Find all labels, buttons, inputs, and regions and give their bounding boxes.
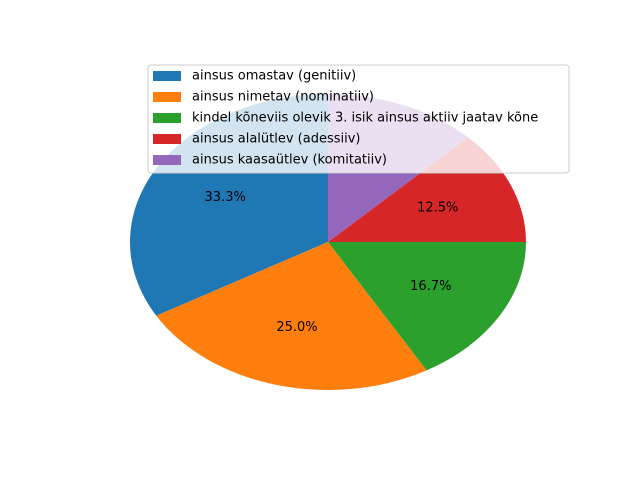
- legend-entry-label: ainsus nimetav (nominatiiv): [192, 90, 374, 105]
- legend-swatch-3: [153, 134, 181, 144]
- legend-swatch-1: [153, 92, 181, 102]
- legend: ainsus omastav (genitiiv) ainsus nimetav …: [147, 64, 570, 174]
- pie-slice-percent-label: 12.5%: [417, 201, 458, 216]
- percent-labels-layer: 33.3% 25.0% 16.7% 12.5%: [205, 190, 459, 335]
- legend-entry-label: kindel kõneviis olevik 3. isik ainsus ak…: [192, 111, 538, 126]
- legend-entry-label: ainsus kaasaütlev (komitatiiv): [192, 153, 387, 168]
- pie-slice-percent-label: 16.7%: [410, 279, 451, 294]
- pie-slice-1: [156, 242, 427, 390]
- legend-frame: [147, 64, 570, 174]
- legend-swatch-0: [153, 71, 181, 81]
- legend-swatch-2: [153, 113, 181, 123]
- pie-slice-percent-label: 25.0%: [276, 320, 317, 335]
- pie-slice-2: [328, 242, 526, 371]
- legend-swatch-4: [153, 155, 181, 165]
- legend-entry-label: ainsus omastav (genitiiv): [192, 69, 356, 84]
- pie-slice-percent-label: 33.3%: [205, 190, 246, 205]
- legend-entry-label: ainsus alalütlev (adessiiv): [192, 132, 361, 147]
